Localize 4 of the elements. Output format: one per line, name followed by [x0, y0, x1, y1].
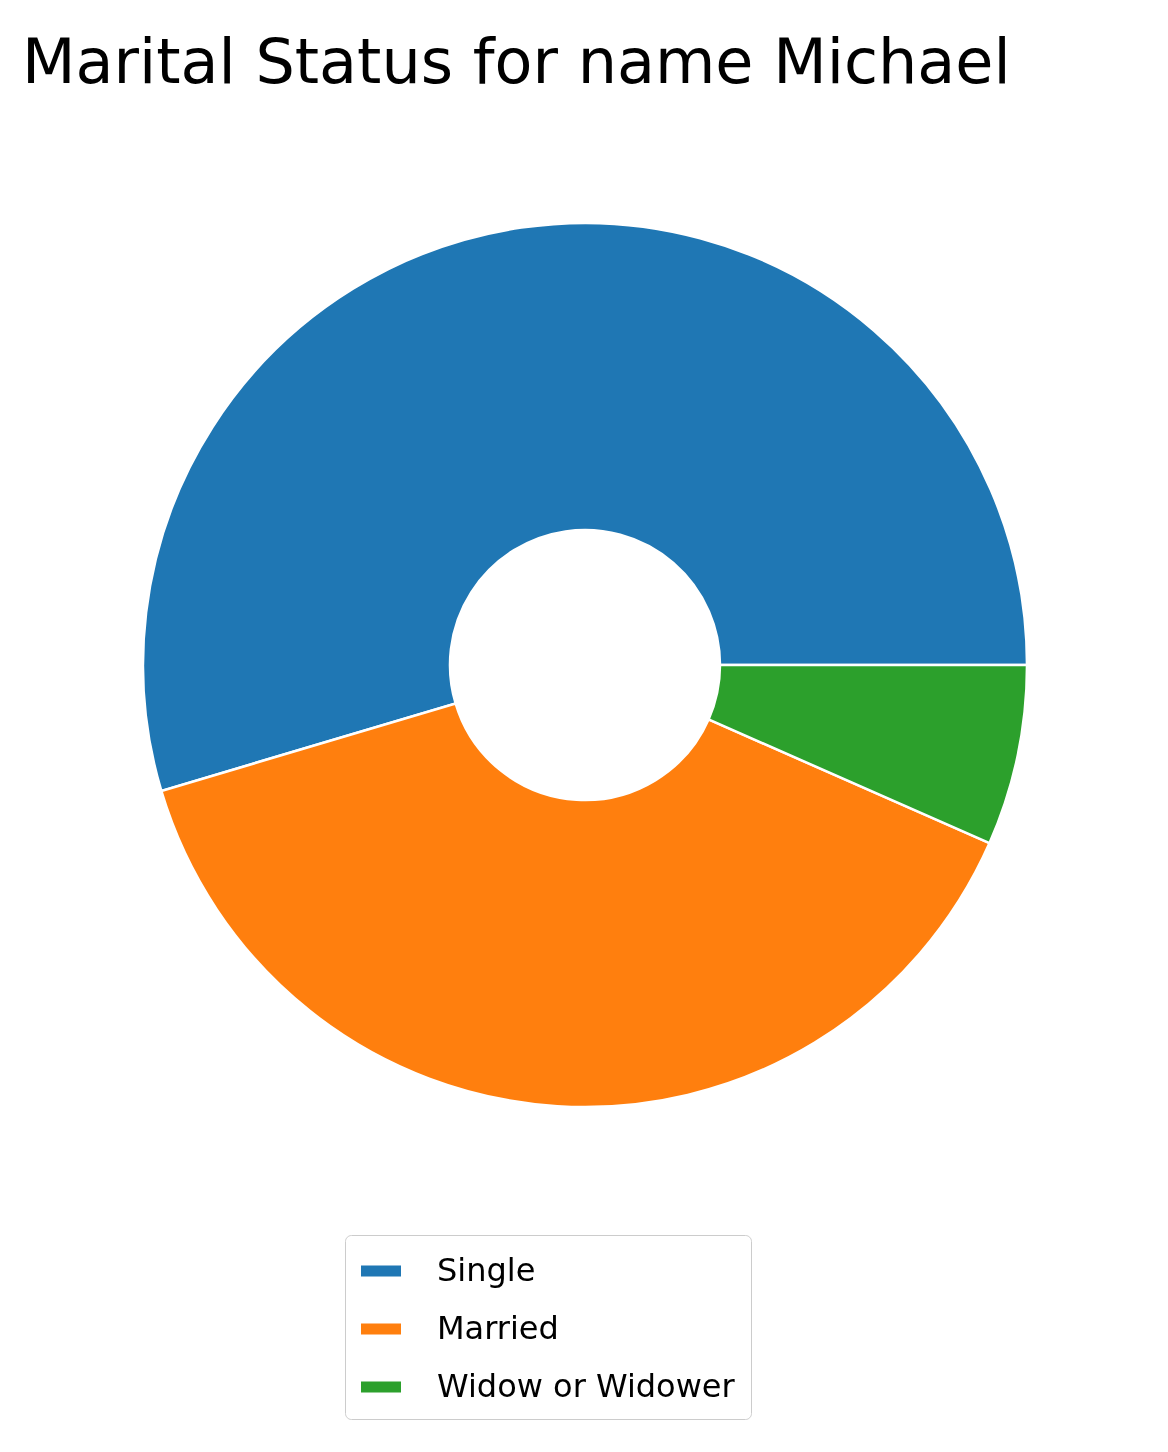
legend-label: Single [437, 1251, 536, 1289]
legend-label: Widow or Widower [437, 1367, 736, 1405]
chart-title: Marital Status for name Michael [22, 25, 1011, 98]
legend-label: Married [437, 1309, 559, 1347]
